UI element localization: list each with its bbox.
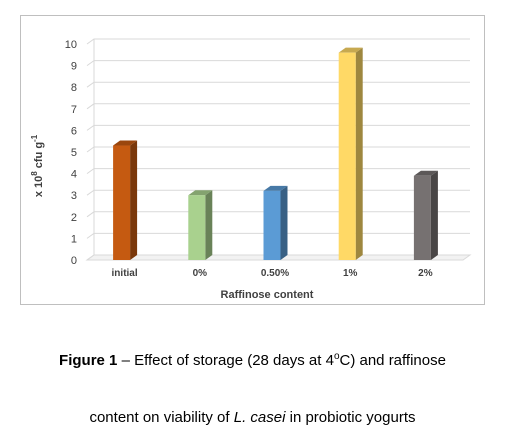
bar-top (113, 140, 138, 146)
y-tick-label: 9 (71, 61, 77, 73)
x-tick-label: 2% (418, 268, 433, 279)
bar-1% (338, 47, 363, 260)
y-axis-title-exponent: 8 (30, 171, 39, 176)
gridline (86, 60, 470, 67)
bar-0.50% (263, 185, 288, 260)
x-tick-label: 0% (193, 268, 208, 279)
bar-front (413, 175, 431, 260)
x-tick-label: 1% (343, 268, 358, 279)
figure-label: Figure 1 (59, 352, 118, 369)
gridline (86, 38, 470, 45)
y-tick-label: 10 (65, 39, 77, 51)
y-tick-label: 3 (71, 190, 77, 202)
bar-front (188, 195, 206, 260)
bar-front (338, 52, 356, 260)
bar-top (413, 170, 438, 176)
bar-chart: 0 1 2 3 4 5 6 7 8 9 10 initial 0% 0.50% 1% 2% Raffinos… (30, 38, 472, 301)
bar-initial (113, 140, 138, 260)
bar-side (430, 170, 438, 260)
bar-top (188, 190, 213, 196)
gridline (86, 146, 470, 153)
y-tick-label: 1 (71, 233, 77, 245)
gridline (86, 81, 470, 88)
gridline (86, 124, 470, 131)
x-tick-label: 0.50% (261, 268, 289, 279)
x-axis-ticks: initial 0% 0.50% 1% 2% (112, 268, 433, 279)
figure-caption-line-2: content on viability of L. casei in prob… (89, 409, 416, 426)
bar-side (280, 185, 288, 260)
bar-front (263, 190, 281, 260)
y-tick-label: 0 (71, 255, 77, 267)
bar-side (355, 47, 363, 260)
bar-side (205, 190, 213, 260)
bar-top (338, 47, 363, 53)
bars (113, 47, 438, 260)
y-tick-label: 7 (71, 104, 77, 116)
species-name: L. casei (233, 409, 286, 426)
bar-2% (413, 170, 438, 260)
y-axis-title: x 108 cfu g-1 (30, 134, 45, 197)
bar-0% (188, 190, 213, 260)
y-tick-label: 4 (71, 169, 77, 181)
bar-front (113, 145, 131, 260)
y-tick-label: 6 (71, 125, 77, 137)
x-tick-label: initial (112, 268, 138, 279)
bar-top (263, 185, 288, 191)
y-axis-ticks: 0 1 2 3 4 5 6 7 8 9 10 (65, 39, 77, 267)
y-tick-label: 8 (71, 82, 77, 94)
gridline (86, 168, 470, 175)
bar-side (130, 140, 138, 260)
y-tick-label: 5 (71, 147, 77, 159)
gridline (86, 103, 470, 110)
x-axis-title: Raffinose content (221, 289, 314, 301)
chart-frame: 0 1 2 3 4 5 6 7 8 9 10 initial 0% 0.50% 1% 2% Raffinos… (20, 15, 485, 305)
figure-caption-line-1: Figure 1 – Effect of storage (28 days at… (59, 351, 446, 369)
y-tick-label: 2 (71, 212, 77, 224)
y-axis-title-unit-exponent: -1 (30, 134, 39, 142)
